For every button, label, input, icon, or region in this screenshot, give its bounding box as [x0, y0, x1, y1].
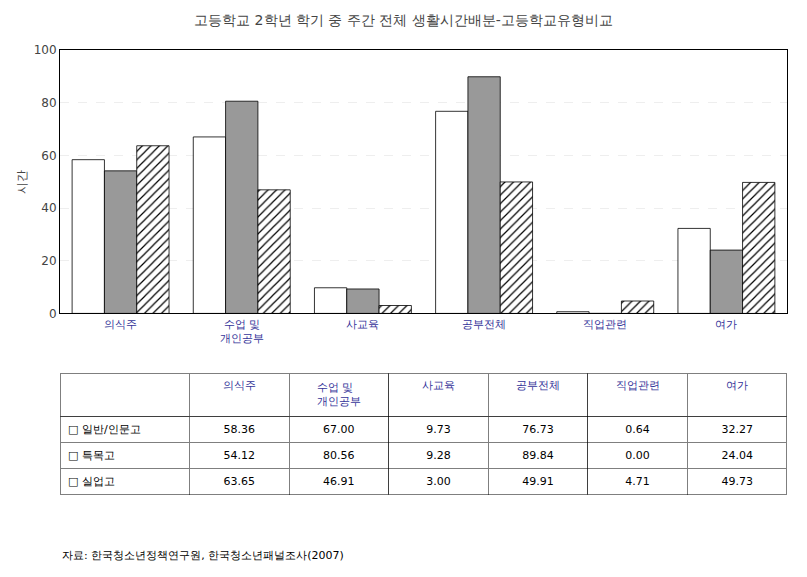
svg-text:여가: 여가	[715, 318, 737, 331]
svg-text:직업관련: 직업관련	[583, 318, 627, 331]
svg-text:여가: 여가	[726, 379, 748, 392]
svg-text:24.04: 24.04	[721, 449, 753, 462]
svg-text:0.64: 0.64	[625, 423, 650, 436]
svg-text:80: 80	[41, 96, 56, 110]
svg-text:직업관련: 직업관련	[616, 379, 660, 392]
svg-text:공부전체: 공부전체	[516, 379, 560, 392]
svg-text:63.65: 63.65	[224, 475, 256, 488]
svg-text:3.00: 3.00	[426, 475, 451, 488]
svg-text:0.00: 0.00	[625, 449, 650, 462]
svg-text:□ 일반/인문고: □ 일반/인문고	[68, 423, 141, 436]
svg-text:의식주: 의식주	[223, 379, 256, 392]
svg-text:4.71: 4.71	[625, 475, 650, 488]
svg-text:9.28: 9.28	[426, 449, 451, 462]
svg-text:89.84: 89.84	[522, 449, 554, 462]
svg-text:사교육: 사교육	[422, 379, 455, 392]
svg-text:수업 및개인공부: 수업 및개인공부	[317, 381, 361, 408]
svg-text:100: 100	[34, 43, 57, 57]
svg-text:67.00: 67.00	[323, 423, 355, 436]
svg-text:46.91: 46.91	[323, 475, 355, 488]
svg-text:49.91: 49.91	[522, 475, 554, 488]
svg-text:시간: 시간	[15, 170, 29, 194]
svg-text:54.12: 54.12	[224, 449, 256, 462]
svg-text:사교육: 사교육	[346, 318, 379, 331]
svg-text:20: 20	[41, 254, 56, 268]
svg-text:60: 60	[41, 149, 56, 163]
svg-text:0: 0	[49, 307, 57, 321]
svg-text:49.73: 49.73	[721, 475, 753, 488]
svg-text:9.73: 9.73	[426, 423, 451, 436]
svg-text:자료: 한국청소년정책연구원, 한국청소년패널조사(2007: 자료: 한국청소년정책연구원, 한국청소년패널조사(2007)	[62, 549, 344, 562]
svg-text:58.36: 58.36	[224, 423, 256, 436]
svg-text:고등학교 2학년 학기 중 주간 전체 생활시간배분-고등학: 고등학교 2학년 학기 중 주간 전체 생활시간배분-고등학교유형비교	[194, 12, 613, 28]
svg-text:□ 특목고: □ 특목고	[68, 449, 115, 462]
svg-text:의식주: 의식주	[104, 318, 137, 331]
svg-text:40: 40	[41, 201, 56, 215]
svg-text:76.73: 76.73	[522, 423, 554, 436]
svg-text:□ 실업고: □ 실업고	[68, 475, 115, 488]
svg-text:공부전체: 공부전체	[462, 318, 506, 331]
svg-text:32.27: 32.27	[721, 423, 753, 436]
svg-text:수업 및개인공부: 수업 및개인공부	[220, 318, 264, 345]
svg-text:80.56: 80.56	[323, 449, 355, 462]
